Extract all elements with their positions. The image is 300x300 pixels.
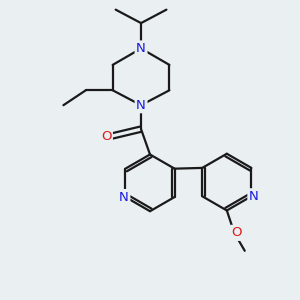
Text: N: N bbox=[136, 42, 146, 55]
Text: O: O bbox=[101, 130, 111, 143]
Text: N: N bbox=[136, 99, 146, 112]
Text: N: N bbox=[119, 190, 129, 203]
Text: O: O bbox=[231, 226, 242, 239]
Text: N: N bbox=[249, 190, 259, 203]
